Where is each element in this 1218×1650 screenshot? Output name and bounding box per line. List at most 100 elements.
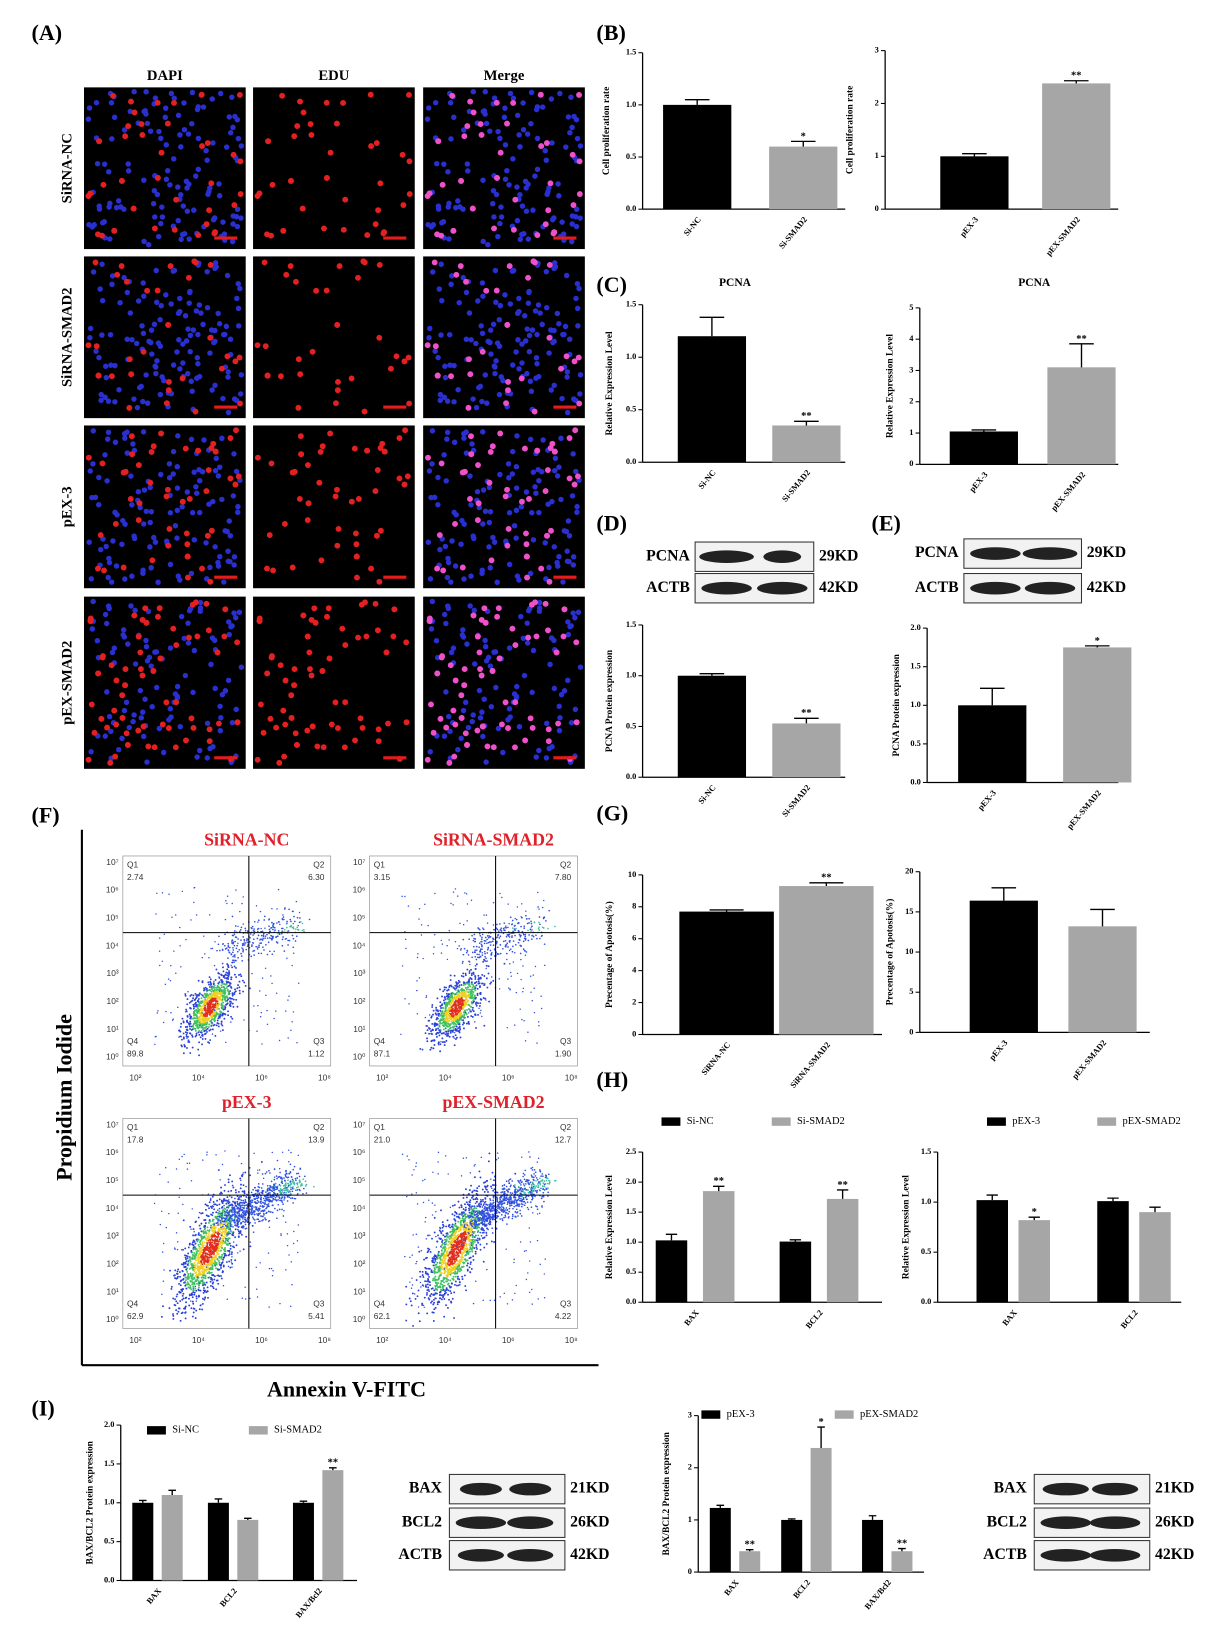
event: [296, 1042, 298, 1044]
nucleus: [115, 746, 122, 753]
event: [208, 914, 211, 916]
nucleus: [536, 599, 543, 606]
nucleus: [543, 755, 550, 761]
event: [277, 888, 280, 891]
edu-cell: [518, 498, 525, 505]
event: [208, 976, 211, 979]
event: [433, 1044, 436, 1046]
event: [486, 942, 488, 945]
edu-cell: [479, 723, 486, 730]
event: [446, 958, 449, 961]
event: [481, 933, 484, 936]
event: [463, 947, 466, 950]
edu-cell: [505, 387, 511, 394]
edu-cell: [537, 91, 544, 98]
event: [299, 917, 301, 919]
nucleus: [439, 297, 445, 304]
blot-band: [455, 1516, 507, 1530]
event: [507, 903, 509, 905]
nucleus: [203, 540, 209, 546]
nucleus: [149, 351, 155, 357]
nucleus: [147, 484, 153, 491]
event: [291, 934, 294, 937]
event: [543, 899, 545, 902]
event: [208, 996, 211, 999]
micrograph: [423, 256, 585, 419]
nucleus: [455, 387, 461, 393]
event: [220, 973, 223, 976]
event: [246, 941, 249, 944]
event: [459, 1012, 462, 1015]
event: [443, 1018, 446, 1021]
nucleus: [191, 537, 198, 543]
nucleus: [222, 688, 229, 694]
nucleus: [109, 281, 115, 288]
nucleus: [472, 661, 478, 667]
nucleus: [564, 409, 571, 416]
nucleus: [125, 161, 131, 167]
edu-cell: [391, 606, 398, 613]
event: [202, 1024, 204, 1027]
event: [424, 1032, 427, 1035]
nucleus: [140, 429, 147, 435]
edu-cell: [237, 158, 244, 165]
event: [216, 988, 218, 991]
nucleus: [208, 661, 214, 668]
nucleus: [429, 461, 435, 467]
edu-cell: [291, 666, 298, 673]
edu-cell: [525, 274, 532, 281]
event: [453, 974, 456, 977]
edu-cell: [491, 225, 497, 232]
event: [298, 911, 301, 914]
event: [452, 1018, 455, 1021]
event: [179, 926, 181, 929]
event: [186, 1037, 188, 1039]
event: [210, 1011, 213, 1014]
event: [266, 1023, 269, 1026]
edu-cell: [107, 759, 114, 766]
nucleus: [122, 576, 128, 582]
nucleus: [229, 238, 236, 245]
nucleus: [151, 321, 158, 328]
nucleus: [482, 643, 489, 650]
event: [478, 953, 480, 956]
nucleus: [170, 362, 177, 368]
event: [198, 992, 201, 995]
edu-cell: [488, 557, 495, 564]
nucleus: [174, 485, 181, 491]
event: [198, 1012, 201, 1015]
nucleus: [446, 236, 452, 242]
event: [233, 991, 236, 994]
event: [185, 1008, 188, 1011]
event: [530, 930, 532, 933]
event: [527, 1031, 529, 1033]
event: [235, 947, 238, 950]
edu-cell: [114, 271, 121, 278]
nucleus: [446, 713, 452, 720]
nucleus: [444, 429, 451, 436]
event: [458, 1026, 461, 1029]
event: [481, 982, 484, 985]
edu-cell: [354, 574, 360, 581]
event: [465, 893, 468, 895]
event: [263, 919, 266, 921]
edu-cell: [527, 715, 534, 722]
event: [287, 939, 289, 942]
event: [282, 916, 285, 918]
nucleus: [185, 640, 192, 646]
edu-cell: [470, 612, 477, 619]
nucleus: [212, 544, 218, 550]
event: [523, 1020, 525, 1022]
nucleus: [99, 332, 105, 338]
event: [221, 948, 224, 951]
edu-cell: [137, 649, 144, 656]
edu-cell: [512, 642, 519, 649]
event: [538, 929, 541, 932]
event: [207, 1004, 210, 1007]
event: [264, 927, 266, 929]
edu-cell: [138, 121, 145, 128]
nucleus: [235, 305, 242, 312]
edu-cell: [128, 371, 135, 378]
nucleus: [120, 627, 127, 633]
flow-y-tick: 10²: [353, 996, 365, 1006]
